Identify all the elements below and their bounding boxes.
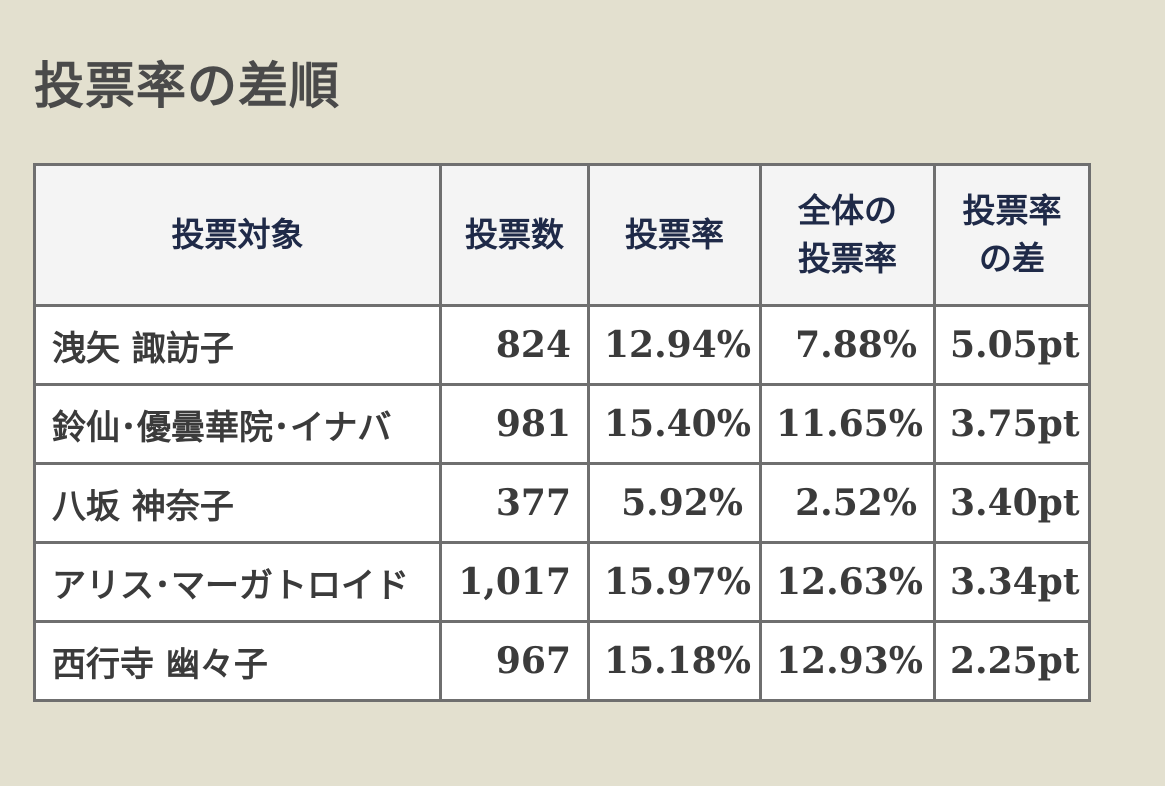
cell-overall-rate: 7.88% (759, 304, 936, 386)
header-overall-rate: 全体の 投票率 (759, 163, 936, 307)
cell-rate: 15.40% (587, 383, 762, 465)
table-header-row: 投票対象 投票数 投票率 全体の 投票率 投票率 の差 (33, 163, 1091, 307)
header-target: 投票対象 (33, 163, 442, 307)
cell-votes: 824 (439, 304, 590, 386)
header-votes: 投票数 (439, 163, 590, 307)
vote-rate-table: 投票対象 投票数 投票率 全体の 投票率 投票率 の差 洩矢 諏訪子 824 1… (33, 163, 1091, 702)
cell-votes: 1,017 (439, 541, 590, 623)
header-rate-diff-line2: の差 (979, 239, 1045, 278)
cell-votes: 967 (439, 620, 590, 702)
cell-name: 洩矢 諏訪子 (33, 304, 442, 386)
cell-rate: 12.94% (587, 304, 762, 386)
cell-votes: 981 (439, 383, 590, 465)
header-rate-diff-line1: 投票率 (962, 191, 1062, 231)
cell-overall-rate: 12.63% (759, 541, 936, 623)
cell-overall-rate: 2.52% (759, 462, 936, 544)
table-row: 八坂 神奈子 377 5.92% 2.52% 3.40pt (33, 462, 1091, 544)
cell-name: 鈴仙･優曇華院･イナバ (33, 383, 442, 465)
cell-name: 西行寺 幽々子 (33, 620, 442, 702)
cell-name: アリス･マーガトロイド (33, 541, 442, 623)
header-overall-rate-line2: 投票率 (798, 239, 897, 278)
cell-rate: 15.97% (587, 541, 762, 623)
header-rate: 投票率 (587, 163, 762, 307)
cell-rate-diff: 3.34pt (933, 541, 1091, 623)
cell-rate-diff: 5.05pt (933, 304, 1091, 386)
cell-rate-diff: 3.75pt (933, 383, 1091, 465)
cell-rate: 15.18% (587, 620, 762, 702)
cell-overall-rate: 11.65% (759, 383, 936, 465)
table-row: 西行寺 幽々子 967 15.18% 12.93% 2.25pt (33, 620, 1091, 702)
cell-name: 八坂 神奈子 (33, 462, 442, 544)
cell-rate-diff: 2.25pt (933, 620, 1091, 702)
table-row: アリス･マーガトロイド 1,017 15.97% 12.63% 3.34pt (33, 541, 1091, 623)
cell-rate: 5.92% (587, 462, 762, 544)
cell-rate-diff: 3.40pt (933, 462, 1091, 544)
table-row: 鈴仙･優曇華院･イナバ 981 15.40% 11.65% 3.75pt (33, 383, 1091, 465)
table-row: 洩矢 諏訪子 824 12.94% 7.88% 5.05pt (33, 304, 1091, 386)
header-overall-rate-line1: 全体の (798, 191, 897, 231)
header-rate-diff: 投票率 の差 (933, 163, 1091, 307)
page-title: 投票率の差順 (34, 56, 340, 115)
cell-overall-rate: 12.93% (759, 620, 936, 702)
cell-votes: 377 (439, 462, 590, 544)
